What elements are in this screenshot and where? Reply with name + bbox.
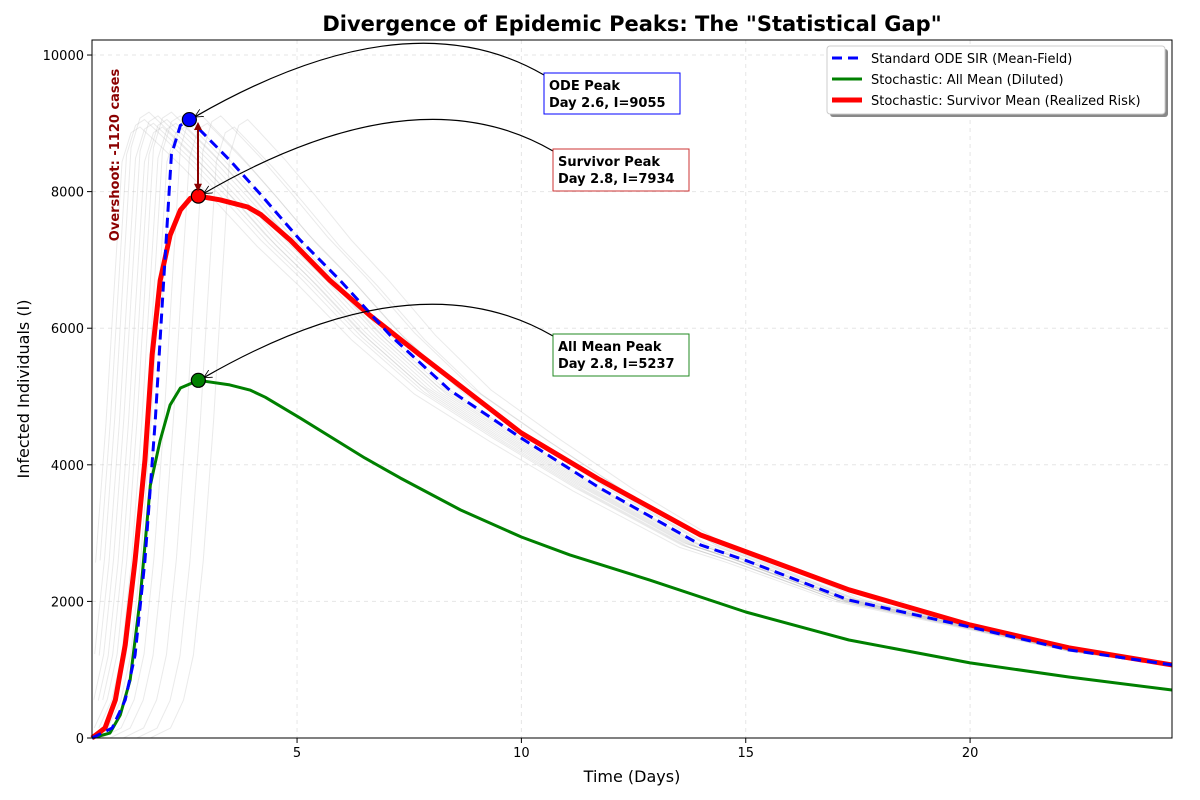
background-trajectory [93,111,1173,729]
peak-marker [181,111,197,128]
chart-title: Divergence of Epidemic Peaks: The "Stati… [322,12,941,36]
background-trajectory [123,115,1173,739]
y-tick-label: 10000 [43,49,84,64]
background-trajectory [136,126,1173,739]
background-trajectory [150,118,1173,739]
x-axis-label: Time (Days) [583,767,681,786]
annotation-box [543,72,681,115]
y-axis-label: Infected Individuals (I) [14,299,33,478]
background-trajectory [100,111,1173,739]
background-trajectory [98,122,1173,666]
y-tick-label: 4000 [51,459,84,474]
annotation-box [552,148,690,192]
x-tick-label: 15 [737,746,754,761]
series-line-1 [91,378,1173,740]
y-tick-label: 0 [76,732,84,747]
annotation-label: Survivor Peak [558,155,660,170]
annotation-label: ODE Peak [549,79,620,94]
background-trajectory [95,126,1173,667]
y-tick-label: 6000 [51,322,84,337]
annotation-detail: Day 2.8, I=5237 [558,357,675,372]
annotation-arrow [195,42,545,116]
legend-entry: Stochastic: All Mean (Diluted) [871,73,1064,88]
background-trajectory [99,118,1173,666]
background-trajectory [107,126,1173,729]
legend-box [826,45,1166,115]
legend-entry: Stochastic: Survivor Mean (Realized Risk… [871,94,1141,109]
y-tick-label: 8000 [51,186,84,201]
peak-marker [190,188,206,204]
background-trajectory [102,118,1173,701]
x-tick-label: 5 [293,746,301,761]
annotation-detail: Day 2.6, I=9055 [549,96,666,111]
annotation-label: All Mean Peak [558,340,662,355]
series-line-2 [90,193,1173,740]
overshoot-label: Overshoot: -1120 cases [108,69,123,242]
background-trajectory [93,115,1173,700]
annotation-arrow [204,118,554,193]
background-trajectory [97,126,1173,701]
annotation-box [552,333,690,377]
annotation-detail: Day 2.8, I=7934 [558,172,675,187]
legend-entry: Standard ODE SIR (Mean-Field) [871,52,1072,67]
peak-marker [190,372,206,388]
y-tick-label: 2000 [51,595,84,610]
x-tick-label: 20 [962,746,979,761]
series-line-0 [91,118,1173,740]
background-trajectory [94,111,1173,665]
x-tick-label: 10 [513,746,530,761]
annotation-arrow [204,303,554,377]
plot-frame [91,39,1173,739]
